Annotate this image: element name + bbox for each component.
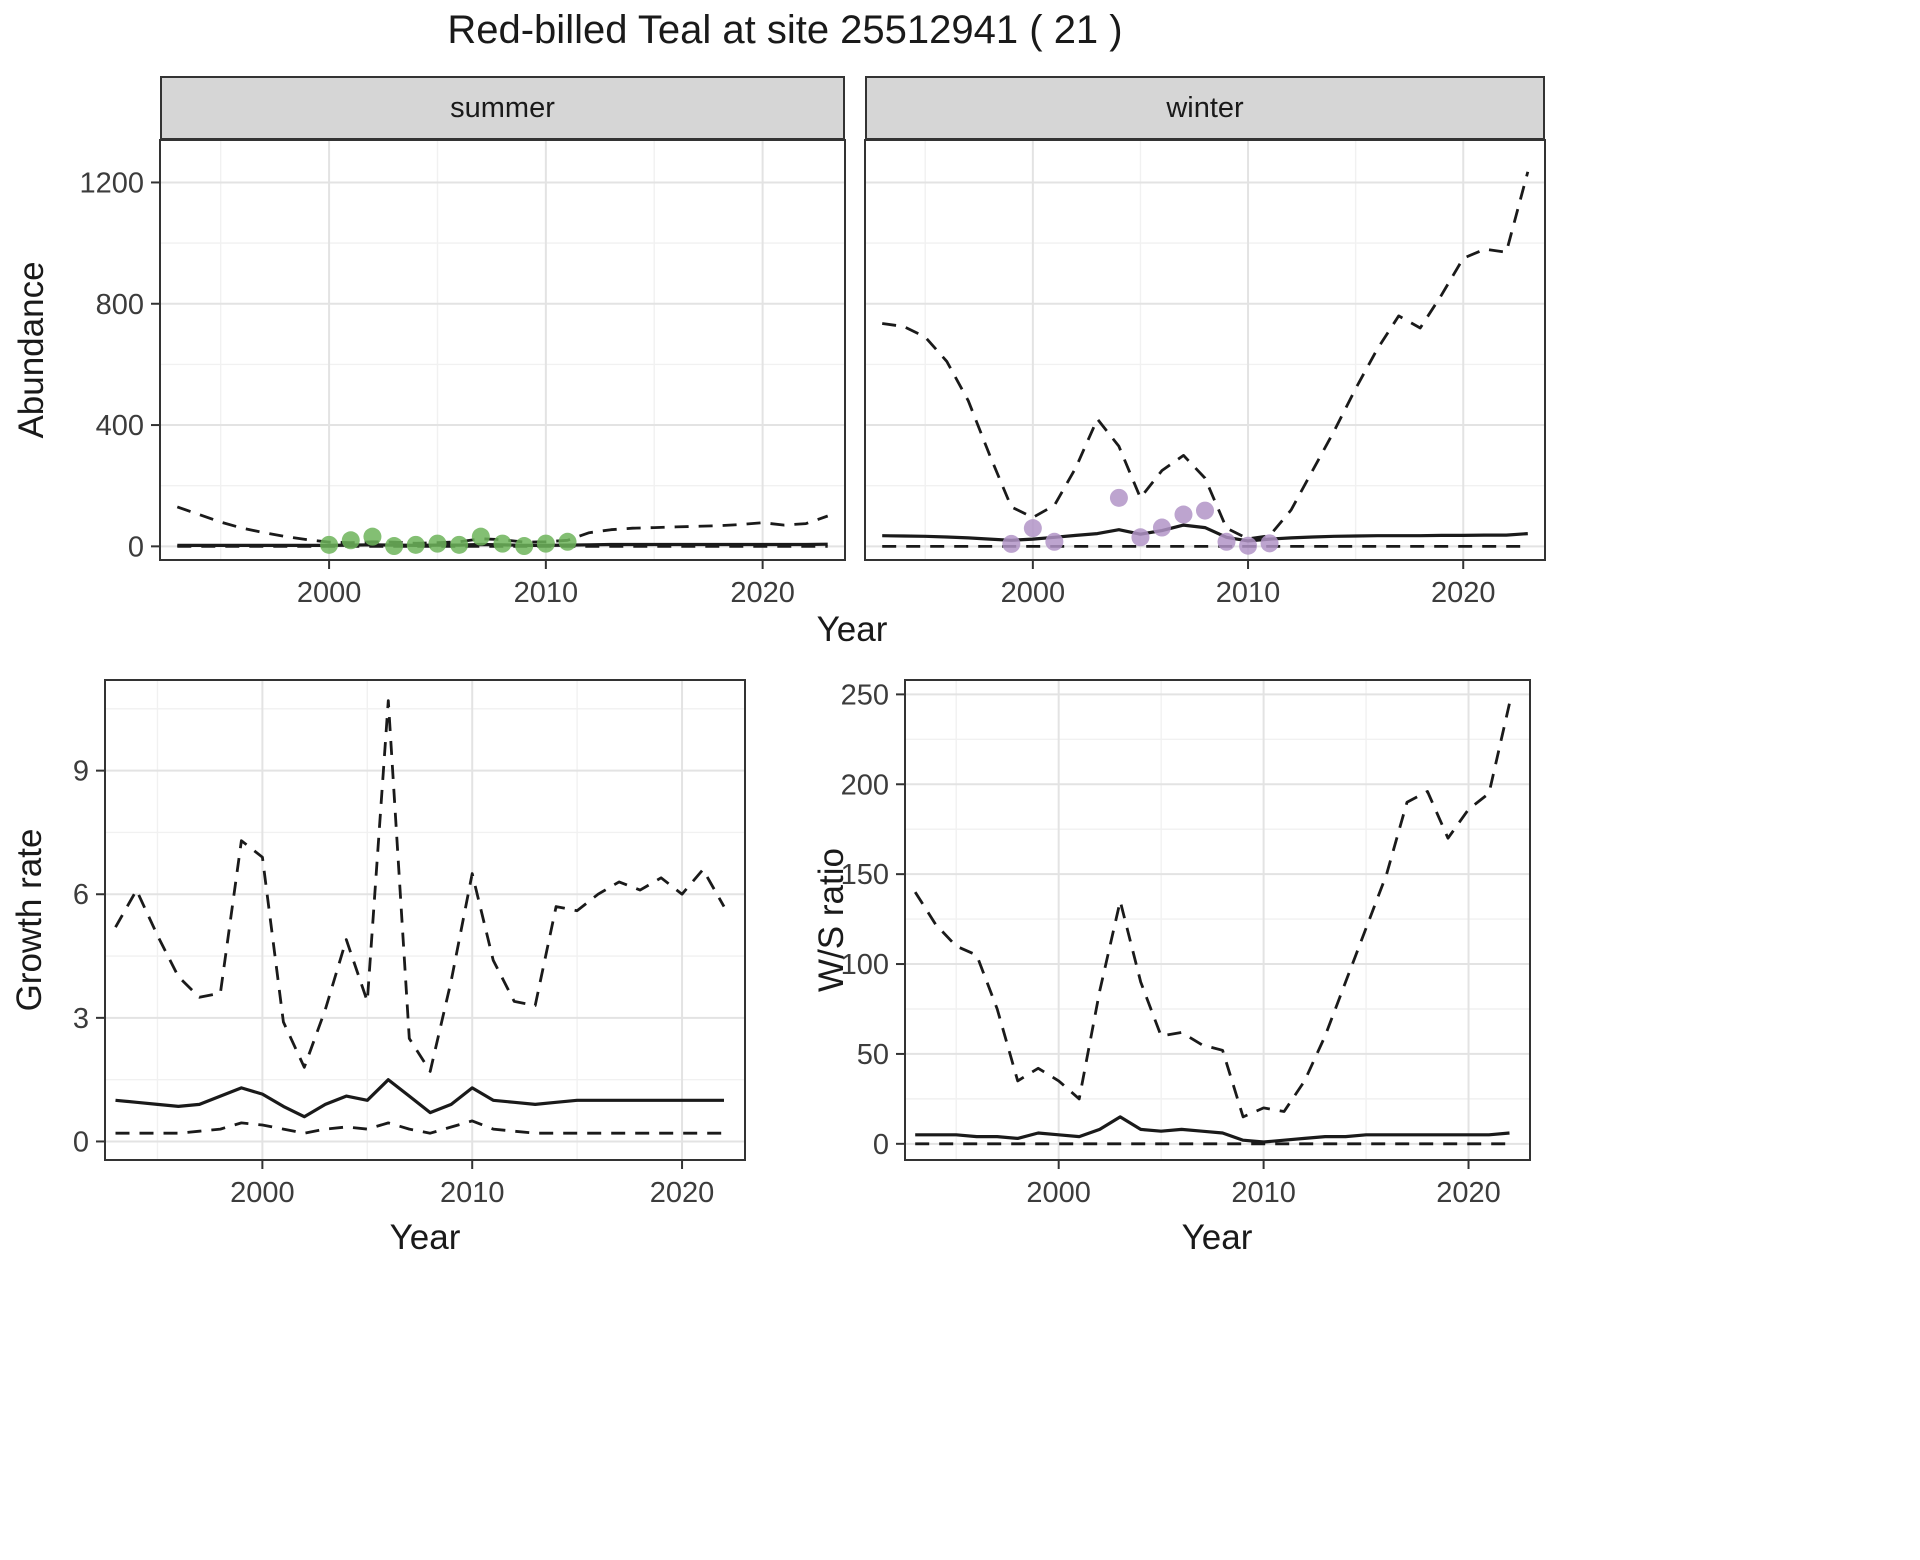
median-line (915, 1115, 1510, 1144)
lower-credible-line (115, 1119, 724, 1135)
y-tick-label: 0 (73, 1126, 89, 1158)
panel-border (104, 679, 746, 1161)
upper-credible-line (914, 703, 1511, 1119)
x-tick-label: 2000 (1001, 577, 1066, 609)
observed-counts-point (1174, 505, 1193, 524)
observed-counts-point (515, 537, 534, 556)
upper-credible-line (114, 699, 726, 1073)
growth-rate-axis-title: Growth rate (10, 828, 49, 1012)
abundance-axis-title: Abundance (12, 261, 51, 439)
x-tick-label: 2010 (440, 1177, 505, 1209)
y-tick-label: 200 (841, 769, 889, 801)
y-tick-label: 400 (96, 410, 144, 442)
x-tick-label: 2000 (297, 577, 362, 609)
y-tick-label: 50 (857, 1039, 889, 1071)
y-tick-label: 0 (873, 1129, 889, 1161)
x-tick-label: 2000 (230, 1177, 295, 1209)
y-tick-label: 3 (73, 1003, 89, 1035)
panel-border (864, 139, 1546, 561)
observed-counts-point (493, 534, 512, 553)
y-tick-label: 1200 (79, 167, 144, 199)
observed-counts-point (471, 527, 490, 546)
x-tick-label: 2010 (1216, 577, 1281, 609)
y-tick-label: 100 (841, 949, 889, 981)
observed-counts-point (558, 532, 577, 551)
panel-border (904, 679, 1531, 1161)
median-line (882, 523, 1528, 543)
x-tick-label: 2020 (1436, 1177, 1501, 1209)
observed-counts-point (1002, 534, 1021, 553)
facet-strip-winter-label: winter (1166, 91, 1244, 124)
x-tick-label: 2010 (514, 577, 579, 609)
observed-counts-point (1217, 532, 1236, 551)
panel-border (159, 139, 846, 561)
observed-counts-point (1045, 532, 1064, 551)
y-tick-label: 6 (73, 879, 89, 911)
abundance-summer-chart: 2000 2010 2020 0 400 800 1200 (79, 139, 846, 609)
y-tick-label: 150 (841, 859, 889, 891)
chart-title: Red-billed Teal at site 25512941 ( 21 ) (447, 8, 1123, 52)
observed-counts-point (1152, 518, 1171, 537)
observed-counts-point (363, 527, 382, 546)
observed-counts-point (1109, 488, 1128, 507)
panel-background (105, 680, 745, 1160)
x-tick-label: 2020 (1431, 577, 1496, 609)
observed-counts-point (1023, 519, 1042, 538)
growth-rate-chart: 2000 2010 2020 0 3 6 9 (73, 679, 746, 1209)
observed-counts-point (385, 537, 404, 556)
observed-counts-point (341, 531, 360, 550)
abundance-winter-chart: 2000 2010 2020 (864, 139, 1546, 609)
panel-background (865, 140, 1545, 560)
panel-background (905, 680, 1530, 1160)
observed-counts-point (1260, 534, 1279, 553)
observed-counts-point (428, 534, 447, 553)
upper-credible-line (882, 171, 1530, 541)
observed-counts-point (1131, 528, 1150, 547)
observed-counts-point (1196, 501, 1214, 520)
year-axis-title-bottom-right: Year (1181, 1218, 1253, 1257)
x-tick-label: 2020 (730, 577, 795, 609)
y-tick-label: 0 (128, 531, 144, 563)
panel-background (160, 140, 845, 560)
ws-ratio-chart: 2000 2010 2020 0 50 100 150 200 250 (841, 679, 1531, 1209)
y-tick-label: 800 (96, 289, 144, 321)
x-tick-label: 2010 (1231, 1177, 1296, 1209)
observed-counts-point (450, 535, 469, 554)
year-axis-title-top: Year (816, 610, 888, 649)
y-tick-label: 9 (73, 756, 89, 788)
facet-strip-summer-label: summer (450, 91, 555, 124)
facet-strip-winter: winter (865, 76, 1545, 140)
median-line (115, 1078, 724, 1119)
facet-strip-summer: summer (160, 76, 845, 140)
observed-counts-point (1239, 536, 1258, 555)
observed-counts-point (536, 534, 555, 553)
ws-ratio-axis-title: W/S ratio (812, 848, 851, 992)
x-tick-label: 2000 (1026, 1177, 1091, 1209)
observed-counts-point (320, 535, 339, 554)
observed-counts-point (406, 535, 425, 554)
y-tick-label: 250 (841, 679, 889, 711)
year-axis-title-bottom-left: Year (389, 1218, 461, 1257)
x-tick-label: 2020 (650, 1177, 715, 1209)
